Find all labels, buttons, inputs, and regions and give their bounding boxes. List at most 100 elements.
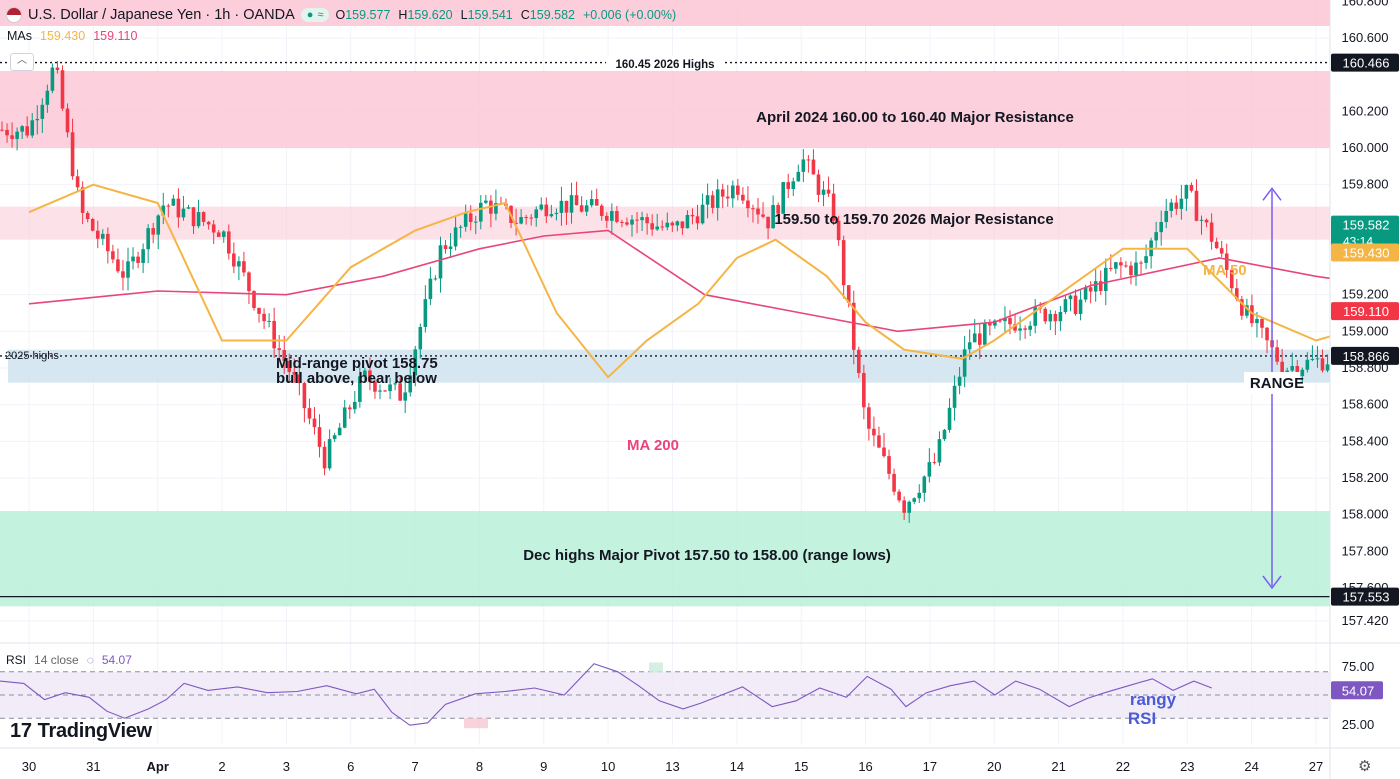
candle-body bbox=[438, 245, 443, 279]
candle-body bbox=[1043, 308, 1048, 322]
candle-body bbox=[136, 256, 140, 263]
candle bbox=[544, 197, 549, 223]
candle bbox=[665, 212, 670, 231]
candle bbox=[1129, 261, 1133, 285]
candle-body bbox=[75, 176, 80, 188]
symbol-title[interactable]: U.S. Dollar / Japanese Yen · 1h · OANDA bbox=[28, 7, 295, 23]
price-axis-bg bbox=[1330, 0, 1400, 779]
candle-body bbox=[116, 259, 120, 272]
candle bbox=[937, 431, 942, 467]
candle bbox=[650, 214, 654, 236]
candle bbox=[156, 214, 161, 250]
candle bbox=[670, 221, 675, 233]
time-tick-label: 2 bbox=[218, 759, 225, 774]
high-value: H159.620 bbox=[398, 8, 453, 22]
candle-body bbox=[408, 375, 413, 393]
mas-legend[interactable]: MAs 159.430 159.110 bbox=[7, 29, 137, 43]
candle bbox=[342, 399, 347, 429]
candle-body bbox=[287, 360, 292, 372]
candle bbox=[1114, 261, 1118, 274]
candle bbox=[902, 496, 906, 520]
time-tick-label: 23 bbox=[1180, 759, 1194, 774]
candle-body bbox=[1033, 307, 1037, 326]
candle bbox=[751, 204, 755, 223]
candle-body bbox=[1073, 295, 1078, 315]
candle-body bbox=[801, 159, 806, 172]
candle bbox=[1219, 240, 1224, 258]
candle bbox=[186, 204, 191, 210]
candle-body bbox=[1134, 262, 1138, 276]
candle bbox=[257, 307, 261, 323]
candle bbox=[146, 224, 150, 264]
candle bbox=[216, 230, 221, 237]
candle bbox=[358, 367, 362, 408]
candle bbox=[695, 204, 700, 230]
price-badge-label: 158.866 bbox=[1343, 349, 1390, 364]
candle bbox=[85, 210, 90, 223]
candle bbox=[801, 149, 806, 183]
tradingview-logo[interactable]: 17 TradingView bbox=[10, 720, 152, 743]
candle-body bbox=[882, 447, 886, 457]
candle-body bbox=[605, 215, 609, 221]
rsi-overbought-fill bbox=[649, 662, 663, 673]
candle bbox=[599, 203, 604, 221]
low-value: L159.541 bbox=[460, 8, 513, 22]
candle bbox=[569, 182, 574, 224]
candle-body bbox=[725, 196, 730, 199]
candle bbox=[1305, 352, 1310, 373]
rsi-legend[interactable]: RSI 14 close ◌ 54.07 bbox=[6, 653, 132, 667]
rsi-tick-label: 75.00 bbox=[1342, 659, 1375, 674]
candle bbox=[111, 244, 115, 264]
candle bbox=[851, 290, 856, 365]
candle-body bbox=[1083, 287, 1088, 300]
candle-body bbox=[181, 208, 186, 218]
price-badge-label: 160.466 bbox=[1343, 56, 1390, 71]
candle-body bbox=[347, 407, 352, 410]
candle bbox=[302, 382, 307, 423]
candle-body bbox=[40, 104, 45, 119]
candle bbox=[690, 208, 695, 225]
candle bbox=[584, 199, 589, 217]
candle-body bbox=[776, 205, 780, 214]
settings-gear-icon[interactable]: ⚙ bbox=[1358, 758, 1372, 775]
candle bbox=[559, 186, 564, 226]
price-tick-label: 159.800 bbox=[1342, 177, 1389, 192]
candle-body bbox=[549, 214, 554, 217]
collapse-legend-chevron-up-icon[interactable]: ︿ bbox=[10, 53, 34, 71]
candle-body bbox=[1295, 365, 1300, 377]
price-tick-label: 157.800 bbox=[1342, 543, 1389, 558]
candle-body bbox=[1260, 318, 1264, 328]
candle bbox=[35, 105, 40, 135]
candle bbox=[635, 212, 639, 234]
candle-body bbox=[458, 226, 463, 228]
candle bbox=[121, 260, 125, 291]
candle-body bbox=[539, 204, 544, 210]
candle-body bbox=[574, 195, 579, 206]
time-tick-label: 10 bbox=[601, 759, 615, 774]
ma50-annotation: MA 50 bbox=[1203, 262, 1247, 279]
candle-body bbox=[176, 198, 181, 218]
candle-body bbox=[746, 200, 750, 209]
rsi-line bbox=[0, 663, 1212, 726]
candle-body bbox=[650, 223, 654, 230]
candle-body bbox=[141, 249, 145, 263]
candle bbox=[166, 203, 171, 218]
candle-body bbox=[544, 204, 549, 217]
candle bbox=[1018, 316, 1022, 341]
candle-body bbox=[1290, 365, 1295, 371]
candle bbox=[816, 169, 821, 203]
time-tick-label: 15 bbox=[794, 759, 808, 774]
candle bbox=[766, 216, 770, 240]
candle-body bbox=[993, 320, 997, 326]
candle bbox=[1260, 317, 1264, 339]
candle-body bbox=[378, 390, 382, 392]
market-status-pill[interactable]: ● ≈ bbox=[300, 8, 330, 22]
candle bbox=[1093, 269, 1098, 302]
candle-body bbox=[1199, 219, 1204, 221]
rsi-value-badge-label: 54.07 bbox=[1342, 683, 1375, 698]
candle-body bbox=[715, 189, 720, 208]
candle bbox=[332, 432, 337, 443]
candle-body bbox=[196, 212, 201, 227]
candle-body bbox=[433, 278, 438, 280]
